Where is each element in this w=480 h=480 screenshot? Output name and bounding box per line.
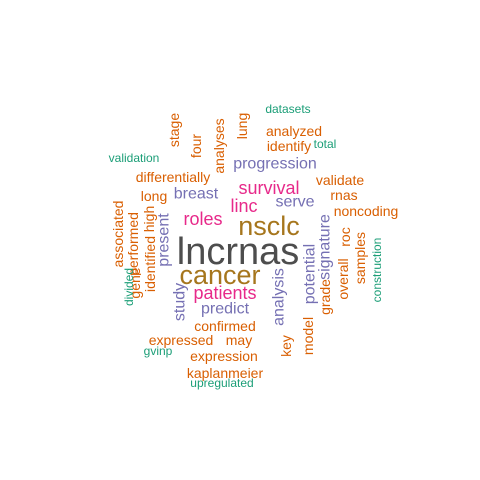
word-signature: signature xyxy=(317,214,334,280)
word-present: present xyxy=(156,213,173,267)
word-kaplanmeier: kaplanmeier xyxy=(187,365,264,381)
word-identify: identify xyxy=(267,138,311,154)
word-upregulated: upregulated xyxy=(190,376,253,390)
word-cancer: cancer xyxy=(179,260,260,290)
word-serve: serve xyxy=(275,194,314,211)
word-rnas: rnas xyxy=(330,187,357,203)
word-high: high xyxy=(141,206,157,232)
word-analyses: analyses xyxy=(211,118,227,173)
word-identified: identified xyxy=(142,236,158,292)
word-model: model xyxy=(300,317,316,355)
word-four: four xyxy=(188,134,204,158)
word-noncoding: noncoding xyxy=(334,203,399,219)
word-datasets: datasets xyxy=(265,102,310,116)
word-overall: overall xyxy=(335,258,351,299)
word-patients: patients xyxy=(193,283,256,303)
word-potential: potential xyxy=(302,244,319,305)
word-divided: divided xyxy=(122,268,136,306)
word-gvinp: gvinp xyxy=(144,344,173,358)
word-lncrnas: lncrnas xyxy=(177,231,300,273)
word-expressed: expressed xyxy=(149,332,214,348)
word-associated: associated xyxy=(110,201,126,268)
word-roc: roc xyxy=(337,227,353,246)
word-linc: linc xyxy=(230,196,257,216)
word-stage: stage xyxy=(166,113,182,147)
word-validation: validation xyxy=(109,151,160,165)
word-confirmed: confirmed xyxy=(194,318,255,334)
word-long: long xyxy=(141,188,167,204)
word-nsclc: nsclc xyxy=(238,211,300,241)
word-predict: predict xyxy=(201,301,250,318)
word-lung: lung xyxy=(234,113,250,139)
word-survival: survival xyxy=(238,178,299,198)
word-construction: construction xyxy=(370,238,384,303)
word-progression: progression xyxy=(233,156,317,173)
word-roles: roles xyxy=(183,209,222,229)
word-analysis: analysis xyxy=(271,268,288,326)
word-study: study xyxy=(172,283,189,321)
word-analyzed: analyzed xyxy=(266,123,322,139)
word-expression: expression xyxy=(190,348,258,364)
word-gene: gene xyxy=(127,267,143,298)
word-performed: performed xyxy=(125,212,141,276)
word-samples: samples xyxy=(352,232,368,284)
word-validate: validate xyxy=(316,172,364,188)
word-key: key xyxy=(278,335,294,357)
word-total: total xyxy=(314,137,337,151)
word-breast: breast xyxy=(174,186,219,203)
word-differentially: differentially xyxy=(136,169,210,185)
word-grade: grade xyxy=(317,279,333,315)
word-may: may xyxy=(226,332,252,348)
